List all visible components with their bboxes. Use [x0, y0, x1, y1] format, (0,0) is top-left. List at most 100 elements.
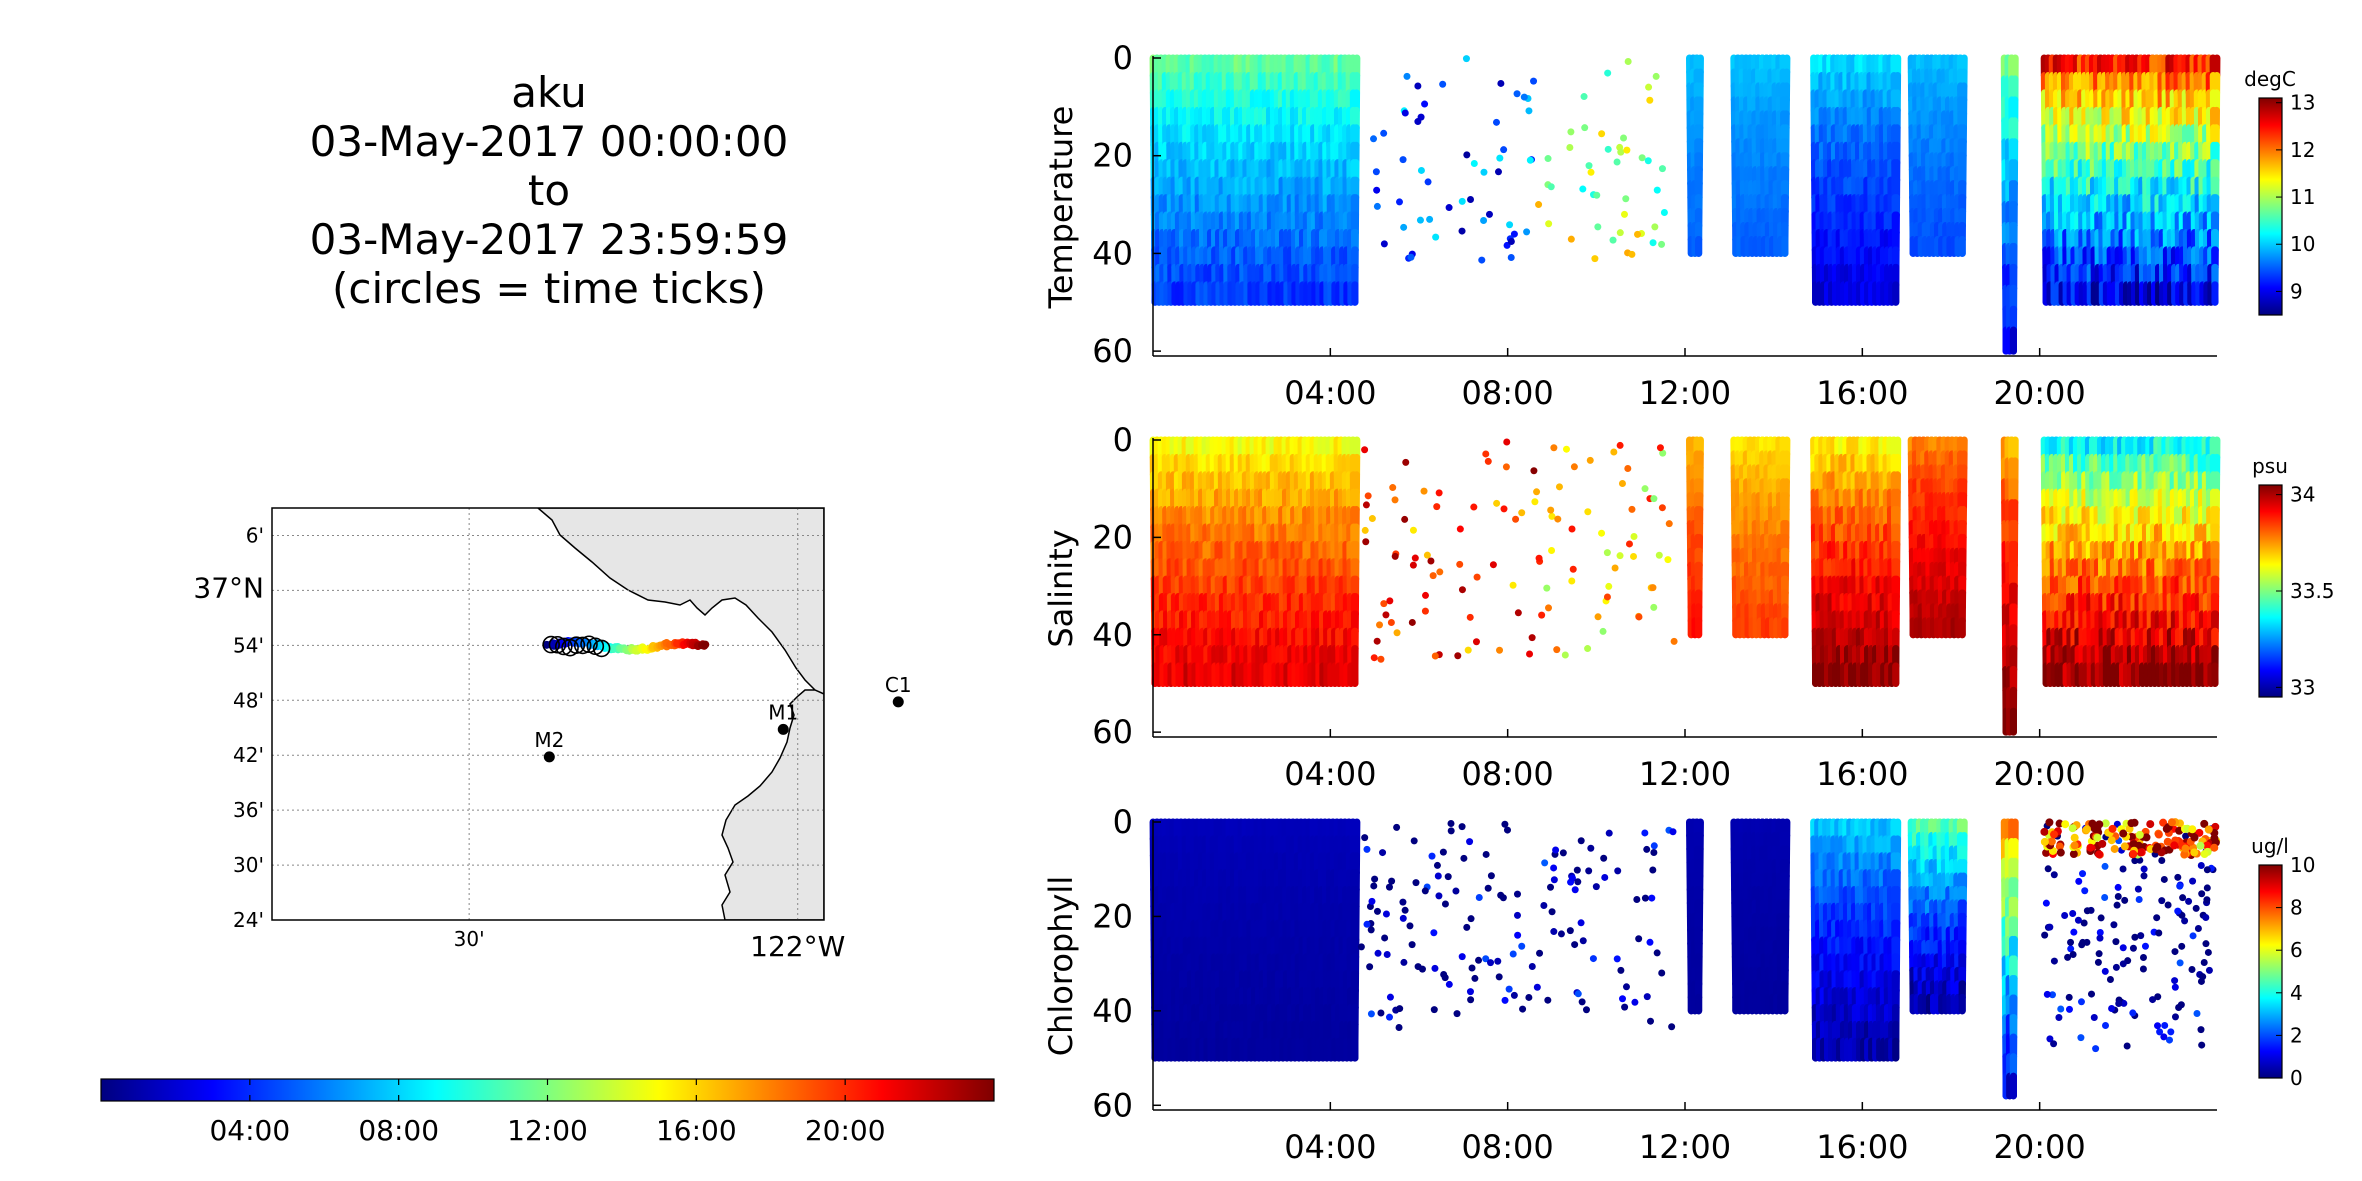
scatter-point	[1401, 109, 1409, 117]
scatter-point	[1480, 168, 1488, 176]
title-line-5: (circles = time ticks)	[332, 264, 766, 313]
scatter-point	[1439, 80, 1447, 88]
map-lat-label: 30'	[233, 853, 264, 877]
scatter-point	[1380, 129, 1388, 137]
map-lat-label: 37°N	[193, 571, 264, 604]
time-colorbar-tick-label: 20:00	[805, 1114, 886, 1147]
x-tick-label: 04:00	[1284, 374, 1376, 412]
scatter-point	[1544, 155, 1552, 163]
scatter-point	[1372, 168, 1380, 176]
scatter-point	[1395, 198, 1403, 206]
scatter-point	[1653, 186, 1661, 194]
scatter-point	[1407, 253, 1415, 261]
scatter-point	[1417, 166, 1425, 174]
time-tick-circle	[554, 637, 573, 656]
scatter-point	[1525, 107, 1533, 115]
scatter-point	[1506, 221, 1514, 229]
y-tick-label: 0	[1113, 39, 1133, 77]
scatter-point	[1421, 100, 1429, 108]
scatter-point	[1426, 215, 1434, 223]
scatter-point	[1628, 250, 1636, 258]
scatter-point	[1658, 240, 1666, 248]
scatter-point	[1598, 130, 1606, 138]
scatter-point	[1593, 191, 1601, 199]
time-colorbar-tick-label: 12:00	[507, 1114, 588, 1147]
scatter-point	[1580, 93, 1588, 101]
title-line-4: 03-May-2017 23:59:59	[310, 215, 789, 264]
map-lat-label: 24'	[233, 908, 264, 932]
scatter-point	[1658, 165, 1666, 173]
mooring-stations: C1 M1 M2	[534, 673, 912, 763]
colorbar-ramp	[2258, 97, 2283, 316]
scatter-point	[1613, 158, 1621, 166]
time-tick-circle	[567, 636, 586, 654]
map-frame	[271, 507, 825, 921]
scatter-point	[1403, 72, 1411, 80]
scatter-point	[1400, 223, 1408, 231]
scatter-point	[1513, 90, 1521, 98]
x-tick-label: 08:00	[1462, 374, 1554, 412]
colorbar-tick-label: 12	[2290, 138, 2315, 162]
scatter-point	[1645, 83, 1653, 91]
scatter-point	[1414, 82, 1422, 90]
map-lat-label: 42'	[233, 743, 264, 767]
scatter-point	[1463, 151, 1471, 159]
scatter-point	[1620, 134, 1628, 142]
scatter-point	[1494, 168, 1502, 176]
temperature-data-marks	[1149, 54, 2221, 355]
scatter-point	[1638, 154, 1646, 162]
scatter-point	[1458, 227, 1466, 235]
scatter-point	[1604, 69, 1612, 77]
station-marker	[777, 723, 789, 735]
colorbar-tick-label: 11	[2290, 185, 2315, 209]
scatter-point	[1500, 146, 1508, 154]
scatter-point	[1545, 220, 1553, 228]
scatter-point	[1616, 229, 1624, 237]
scatter-point	[1445, 204, 1453, 212]
scatter-point	[1604, 145, 1612, 153]
map-lon-label: 122°W	[750, 930, 845, 963]
scatter-point	[1380, 240, 1388, 248]
scatter-point	[1591, 255, 1599, 263]
scatter-point	[1507, 254, 1515, 262]
time-colorbar-tick-label: 16:00	[656, 1114, 737, 1147]
scatter-point	[1547, 183, 1555, 191]
scatter-point	[1581, 124, 1589, 132]
scatter-point	[1399, 156, 1407, 164]
scatter-point	[1470, 160, 1478, 168]
time-tick-circle	[542, 635, 560, 654]
y-tick-label: 40	[1092, 234, 1133, 272]
scatter-point	[1634, 230, 1642, 238]
y-axis-label: Temperature	[1042, 106, 1080, 310]
scatter-point	[1520, 93, 1528, 101]
station-label: M2	[534, 728, 564, 752]
vehicle-track	[542, 635, 710, 658]
track-point	[701, 640, 710, 649]
station-marker	[892, 696, 904, 708]
map-lat-label: 54'	[233, 633, 264, 657]
scatter-point	[1485, 210, 1493, 218]
station-label: M1	[768, 700, 798, 724]
colorbar-tick-label: 9	[2290, 279, 2303, 303]
scatter-point	[1416, 216, 1424, 224]
scatter-point	[1478, 256, 1486, 264]
map-lon-labels: 30' 122°W	[454, 927, 846, 963]
scatter-point	[1530, 77, 1538, 85]
scatter-point	[1594, 223, 1602, 231]
station-marker	[543, 751, 555, 763]
scatter-point	[1660, 208, 1668, 216]
scatter-point	[1623, 146, 1631, 154]
scatter-point	[1414, 118, 1422, 126]
scatter-point	[1507, 238, 1515, 246]
scatter-point	[1566, 144, 1574, 152]
scatter-point	[1617, 148, 1625, 156]
time-tick-circle	[573, 636, 592, 655]
title-line-2: 03-May-2017 00:00:00	[310, 117, 789, 166]
scatter-point	[1467, 196, 1475, 204]
scatter-point	[1373, 186, 1381, 194]
map-lat-label: 6'	[246, 523, 264, 547]
station-label: C1	[885, 673, 912, 697]
scatter-point	[1579, 185, 1587, 193]
